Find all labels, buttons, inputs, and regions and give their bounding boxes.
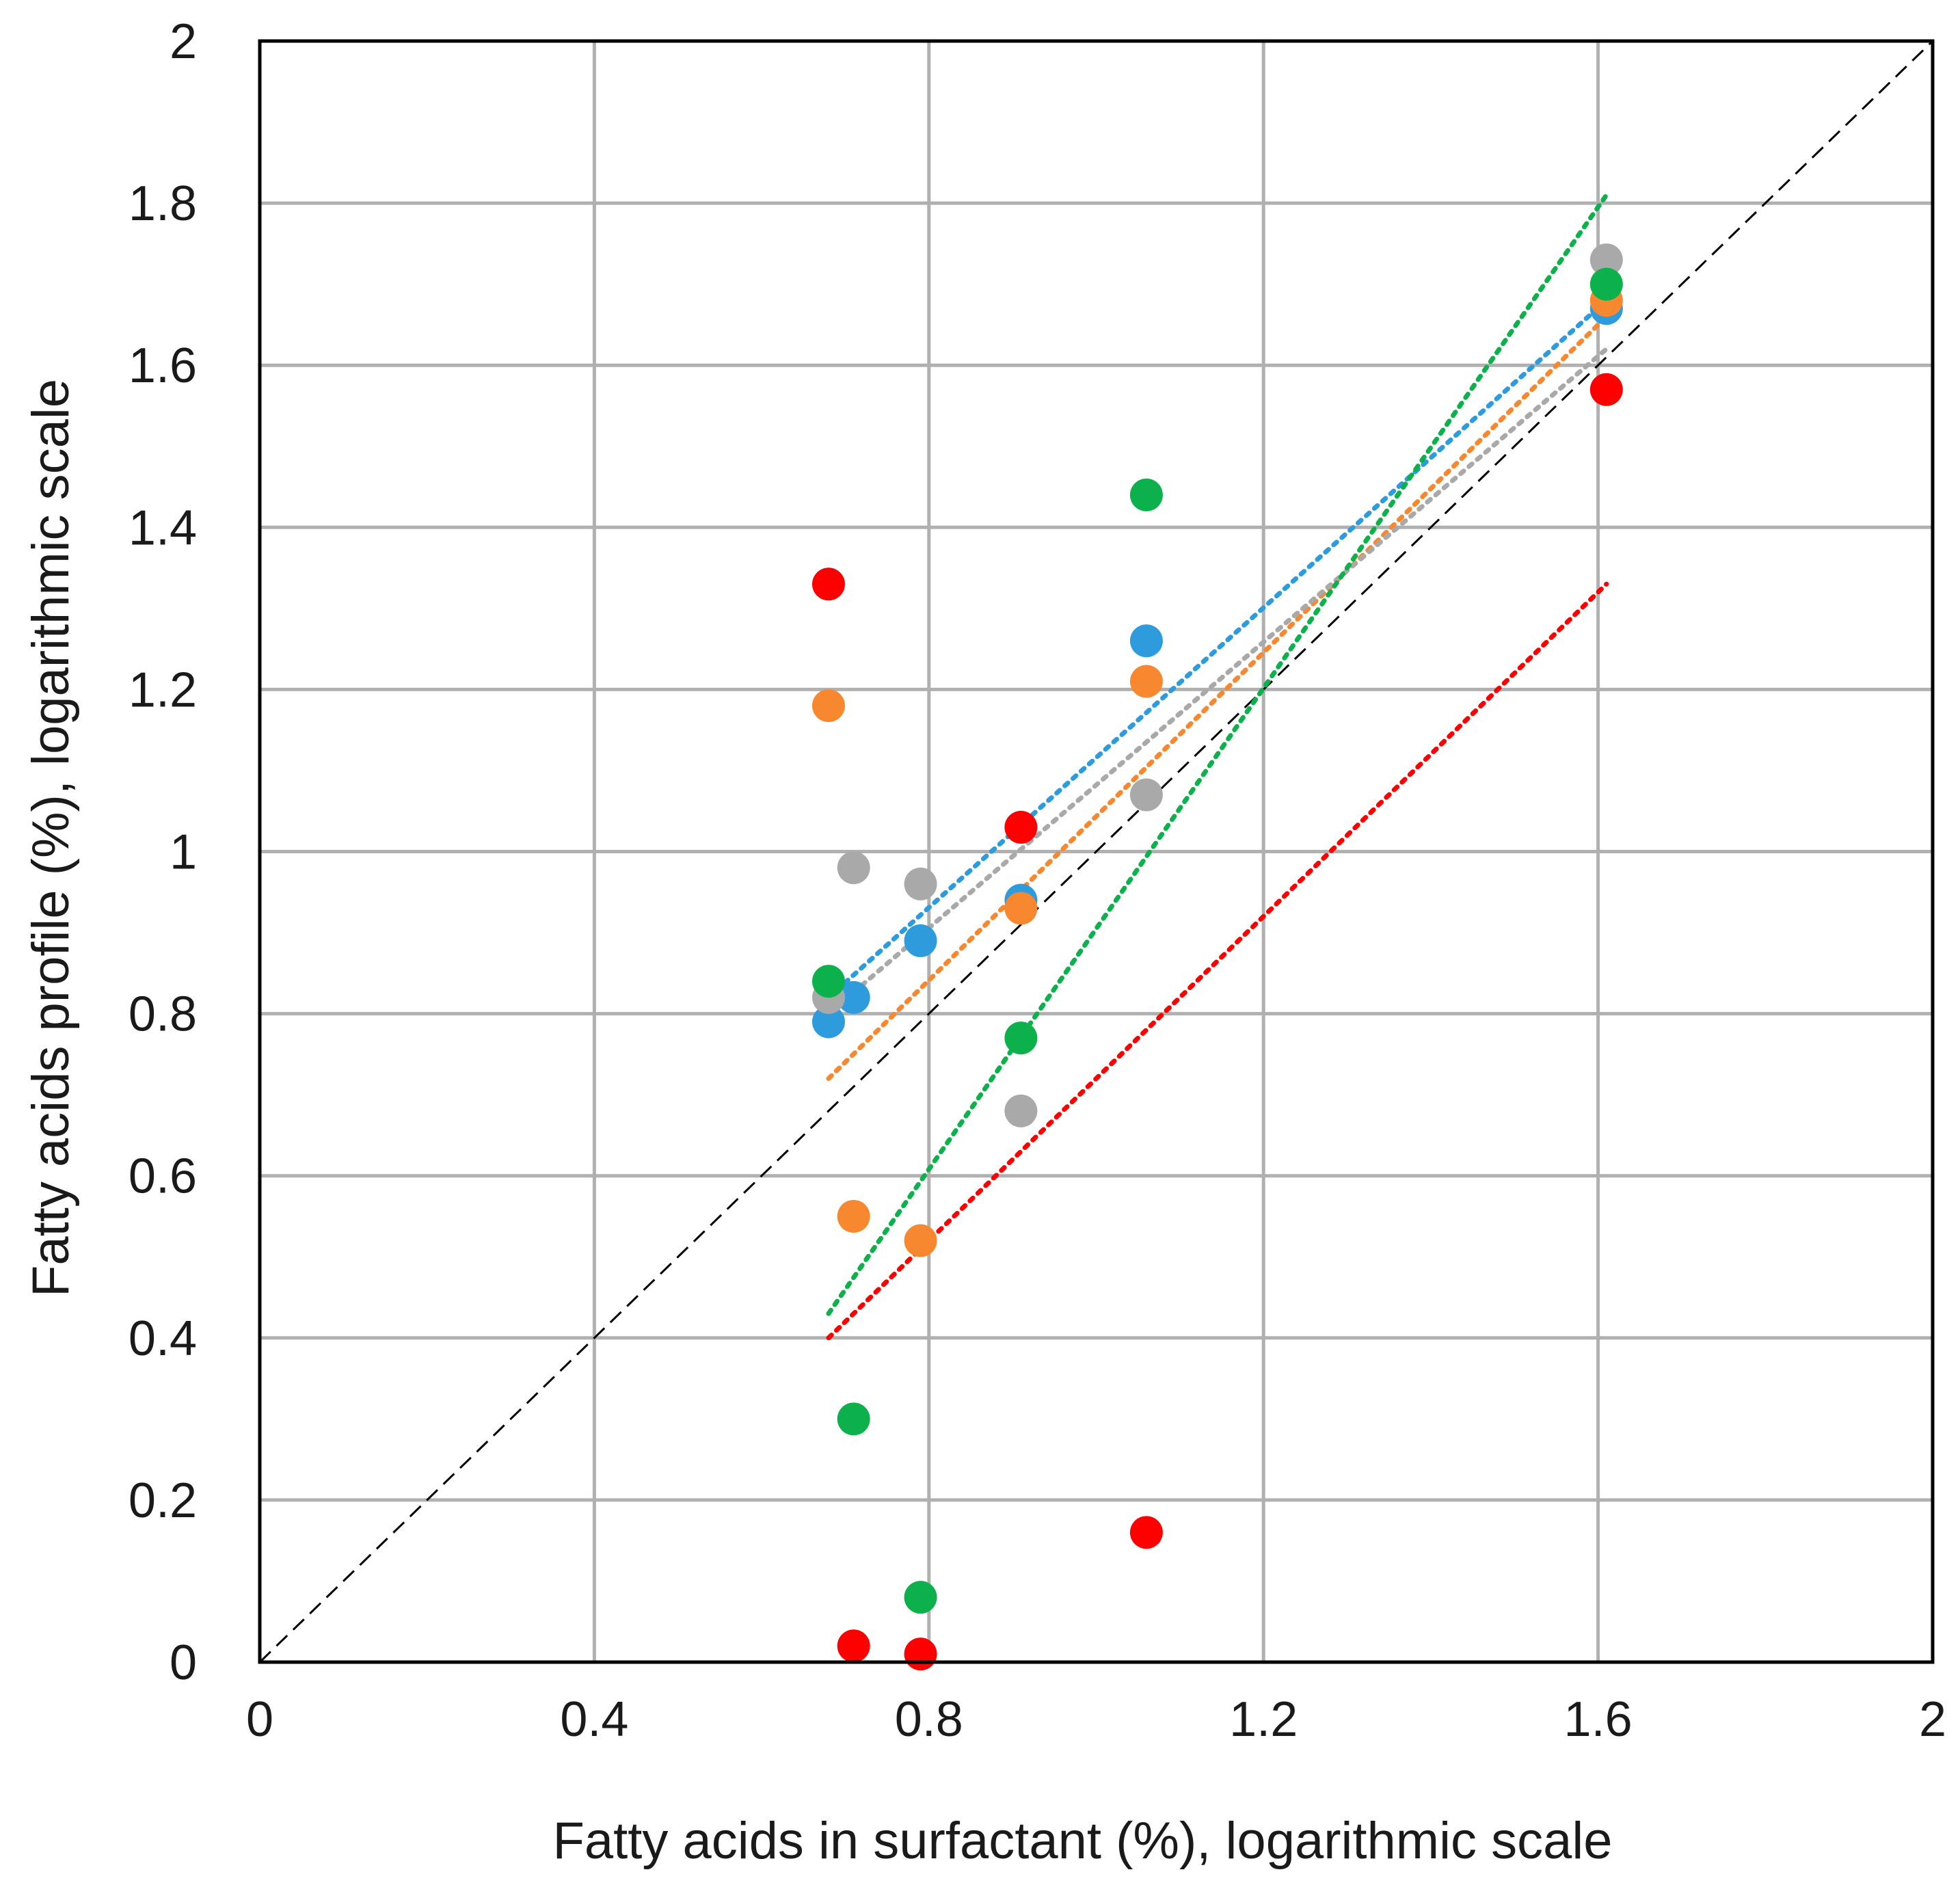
data-point-orange [1129,665,1163,698]
data-point-blue [1129,624,1163,658]
data-point-orange [837,1199,870,1233]
data-point-green [1589,267,1623,301]
data-point-green [811,965,845,998]
data-point-gray [1129,778,1163,812]
y-tick-label: 0.4 [129,1311,197,1366]
y-tick-label: 0.2 [129,1473,197,1528]
data-point-red [904,1638,937,1671]
x-tick-label: 1.6 [1564,1692,1633,1747]
data-point-red [1129,1516,1163,1549]
y-tick-label: 1.4 [129,500,197,555]
data-point-gray [837,851,870,885]
data-point-blue [811,1005,845,1039]
y-tick-label: 2 [170,14,197,69]
identity-reference-line [258,40,1934,1663]
plot-frame [258,39,1935,1664]
y-tick-label: 0.6 [129,1149,197,1204]
y-tick-label: 1.6 [129,338,197,393]
x-axis-title: Fatty acids in surfactant (%), logarithm… [552,1812,1612,1870]
y-tick-label: 1 [170,825,197,880]
x-tick-label: 2 [1919,1692,1946,1747]
y-tick-label: 0 [170,1635,197,1690]
trendline-red [826,581,1609,1341]
data-point-blue [837,980,870,1014]
data-point-red [811,567,845,601]
data-point-red [837,1629,870,1663]
y-tick-label: 1.8 [129,176,197,231]
x-tick-label: 0.8 [895,1692,963,1747]
data-point-green [904,1581,937,1614]
data-point-orange [1004,892,1038,925]
data-point-green [1004,1021,1038,1055]
trendline-blue [826,297,1609,1000]
y-tick-label: 0.8 [129,987,197,1042]
data-point-gray [1589,243,1623,277]
data-point-gray [904,867,937,900]
y-tick-label: 1.2 [129,663,197,717]
data-point-blue [904,924,937,957]
x-tick-label: 0.4 [560,1692,628,1747]
data-point-red [1004,810,1038,844]
gridlines [260,41,1933,1662]
tick-labels: 0 0.4 0.8 1.2 1.6 2 0 0.2 0.4 0.6 0.8 1 1.2 1.4 1.6 1.8… [129,14,1946,1747]
x-tick-label: 1.2 [1229,1692,1298,1747]
data-point-green [837,1402,870,1436]
y-axis-title: Fatty acids profile (%), logarithmic sca… [22,379,80,1297]
trendline-orange [826,314,1609,1081]
trendline-gray [826,346,1609,1017]
trendline-green [826,192,1609,1316]
data-points [811,243,1623,1671]
reference-line-group [258,40,1934,1663]
data-point-red [1589,373,1623,406]
data-point-gray [1004,1094,1038,1127]
trendlines [826,192,1609,1341]
data-point-green [1129,478,1163,511]
data-point-orange [811,689,845,723]
x-tick-label: 0 [246,1692,273,1747]
data-point-orange [904,1224,937,1257]
